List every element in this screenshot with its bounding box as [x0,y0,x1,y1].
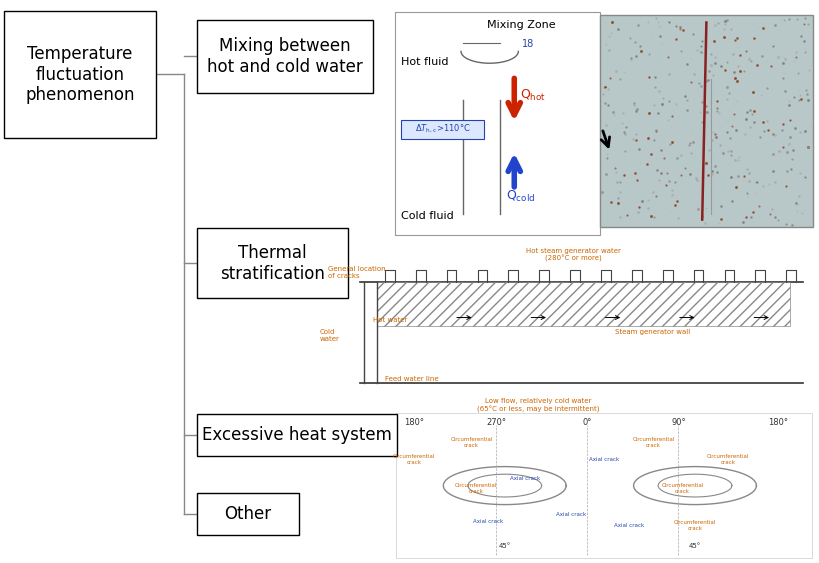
Text: Feed water line: Feed water line [385,376,438,382]
Text: 18: 18 [522,39,534,50]
Text: Circumferential
crack: Circumferential crack [392,454,435,465]
Text: Cold fluid: Cold fluid [401,211,454,221]
FancyBboxPatch shape [197,493,299,535]
FancyBboxPatch shape [396,413,812,558]
Text: Hot fluid: Hot fluid [401,57,449,68]
FancyBboxPatch shape [4,11,156,138]
Text: 180°: 180° [404,418,423,427]
FancyBboxPatch shape [314,244,812,415]
Text: Axial crack: Axial crack [613,523,644,528]
Text: Hot steam generator water
(280°C or more): Hot steam generator water (280°C or more… [526,248,621,262]
Text: Hot water: Hot water [373,317,407,323]
Text: Axial crack: Axial crack [510,476,541,481]
Text: Low flow, relatively cold water
(65°C or less, may be intermittent): Low flow, relatively cold water (65°C or… [477,398,600,413]
FancyBboxPatch shape [401,119,484,138]
Text: 45°: 45° [689,543,701,549]
FancyBboxPatch shape [600,15,813,227]
Text: Q$_{\rm cold}$: Q$_{\rm cold}$ [506,189,536,204]
Text: $\Delta T_{\rm h,c}$>110°C: $\Delta T_{\rm h,c}$>110°C [415,123,470,135]
Text: Q$_{\rm hot}$: Q$_{\rm hot}$ [520,88,546,103]
Text: Circumferential
crack: Circumferential crack [707,454,749,465]
Text: Mixing between
hot and cold water: Mixing between hot and cold water [206,37,363,75]
Text: General location
of cracks: General location of cracks [328,266,385,279]
Text: Temperature
fluctuation
phenomenon: Temperature fluctuation phenomenon [25,45,134,104]
Text: Cold
water: Cold water [319,329,339,342]
Text: Axial crack: Axial crack [589,457,619,462]
Text: 180°: 180° [767,418,788,427]
Text: Circumferential
crack: Circumferential crack [632,437,675,448]
FancyBboxPatch shape [197,414,397,456]
Text: Excessive heat system: Excessive heat system [202,426,391,444]
FancyBboxPatch shape [395,12,600,235]
Bar [377,282,790,326]
Text: Mixing Zone: Mixing Zone [487,20,556,30]
Text: Circumferential
crack: Circumferential crack [662,483,704,494]
Text: Steam generator wall: Steam generator wall [614,329,690,335]
Text: Axial crack: Axial crack [556,512,586,517]
Text: Axial crack: Axial crack [473,519,504,524]
Text: 270°: 270° [486,418,506,427]
Text: Circumferential
crack: Circumferential crack [450,437,493,448]
Text: Thermal
stratification: Thermal stratification [219,244,325,283]
Text: 45°: 45° [499,543,511,549]
Text: Other: Other [224,505,271,522]
FancyBboxPatch shape [197,20,373,93]
Text: 0°: 0° [583,418,592,427]
Text: Circumferential
crack: Circumferential crack [455,483,497,494]
Text: 90°: 90° [671,418,686,427]
Text: Circumferential
crack: Circumferential crack [674,520,716,531]
FancyBboxPatch shape [197,228,348,298]
